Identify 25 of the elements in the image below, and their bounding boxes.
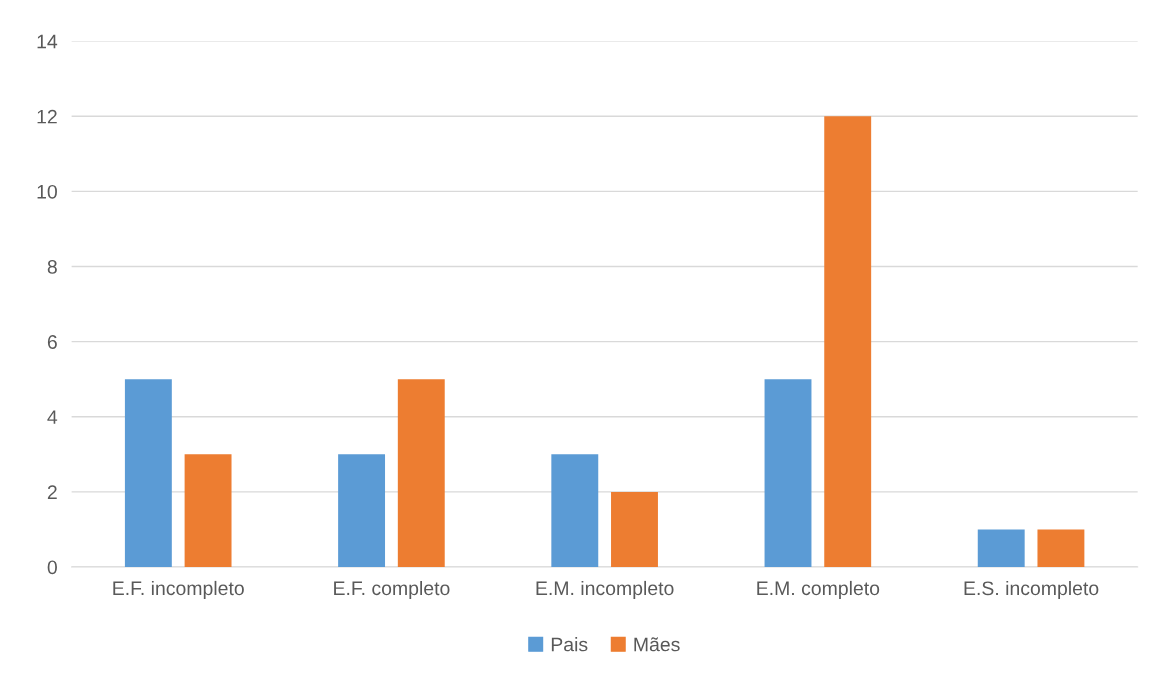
x-tick-label: E.M. completo	[757, 580, 880, 600]
x-tick-label: E.M. incompleto	[536, 580, 674, 600]
bar	[184, 454, 232, 567]
y-tick-label: 14	[37, 34, 58, 49]
x-tick-label: E.S. incompleto	[964, 580, 1099, 600]
legend-label: Mães	[634, 637, 680, 652]
x-tick-label: E.F. incompleto	[113, 580, 244, 600]
legend-label: Pais	[551, 637, 588, 652]
bar	[977, 529, 1025, 567]
y-tick-label: 6	[47, 335, 57, 349]
y-tick-label: 10	[37, 184, 57, 199]
bar	[764, 379, 812, 567]
x-tick-label: E.F. completo	[334, 580, 450, 600]
bar	[124, 379, 172, 567]
y-tick-label: 2	[47, 485, 57, 499]
bar	[611, 491, 658, 567]
y-tick-label: 12	[37, 109, 57, 124]
bar	[824, 116, 872, 567]
bar	[1037, 529, 1085, 567]
y-tick-label: 4	[47, 410, 58, 424]
bar	[397, 379, 445, 567]
y-tick-label: 0	[47, 560, 57, 575]
y-tick-label: 8	[47, 260, 57, 274]
bar	[551, 454, 599, 567]
bar	[338, 454, 386, 567]
